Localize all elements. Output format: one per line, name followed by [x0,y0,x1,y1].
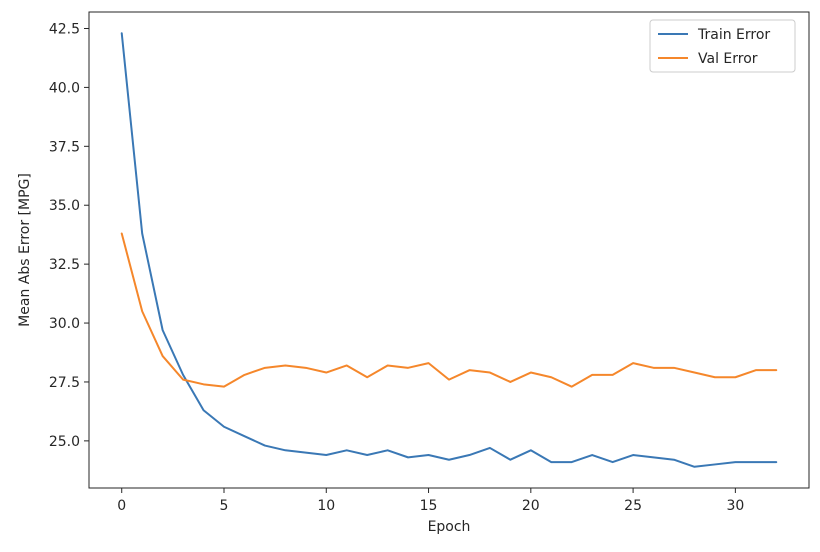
series-line-val-error [120,232,778,388]
legend-label: Val Error [698,51,758,67]
legend-label: Train Error [697,27,770,43]
y-tick-label: 30.0 [49,316,80,332]
y-tick-label: 32.5 [49,257,80,273]
x-tick-label: 15 [420,498,438,514]
x-tick-label: 30 [726,498,744,514]
x-tick-label: 20 [522,498,540,514]
x-tick-label: 0 [117,498,126,514]
series-line-train-error [120,32,778,468]
series-group [120,32,778,468]
y-axis: 25.0 27.5 30.0 32.5 35.0 37.5 40.0 42.5 [49,21,89,450]
x-tick-label: 5 [220,498,229,514]
x-axis-label: Epoch [428,519,471,535]
legend: Train Error Val Error [649,19,796,73]
y-tick-label: 40.0 [49,80,80,96]
y-tick-label: 37.5 [49,139,80,155]
x-tick-label: 25 [624,498,642,514]
plot-frame [88,11,810,489]
y-axis-label: Mean Abs Error [MPG] [17,173,33,327]
y-tick-label: 27.5 [49,375,80,391]
y-tick-label: 35.0 [49,198,80,214]
y-tick-label: 42.5 [49,21,80,37]
x-axis: 0 5 10 15 20 25 30 [117,488,744,514]
x-tick-label: 10 [317,498,335,514]
y-tick-label: 25.0 [49,434,80,450]
